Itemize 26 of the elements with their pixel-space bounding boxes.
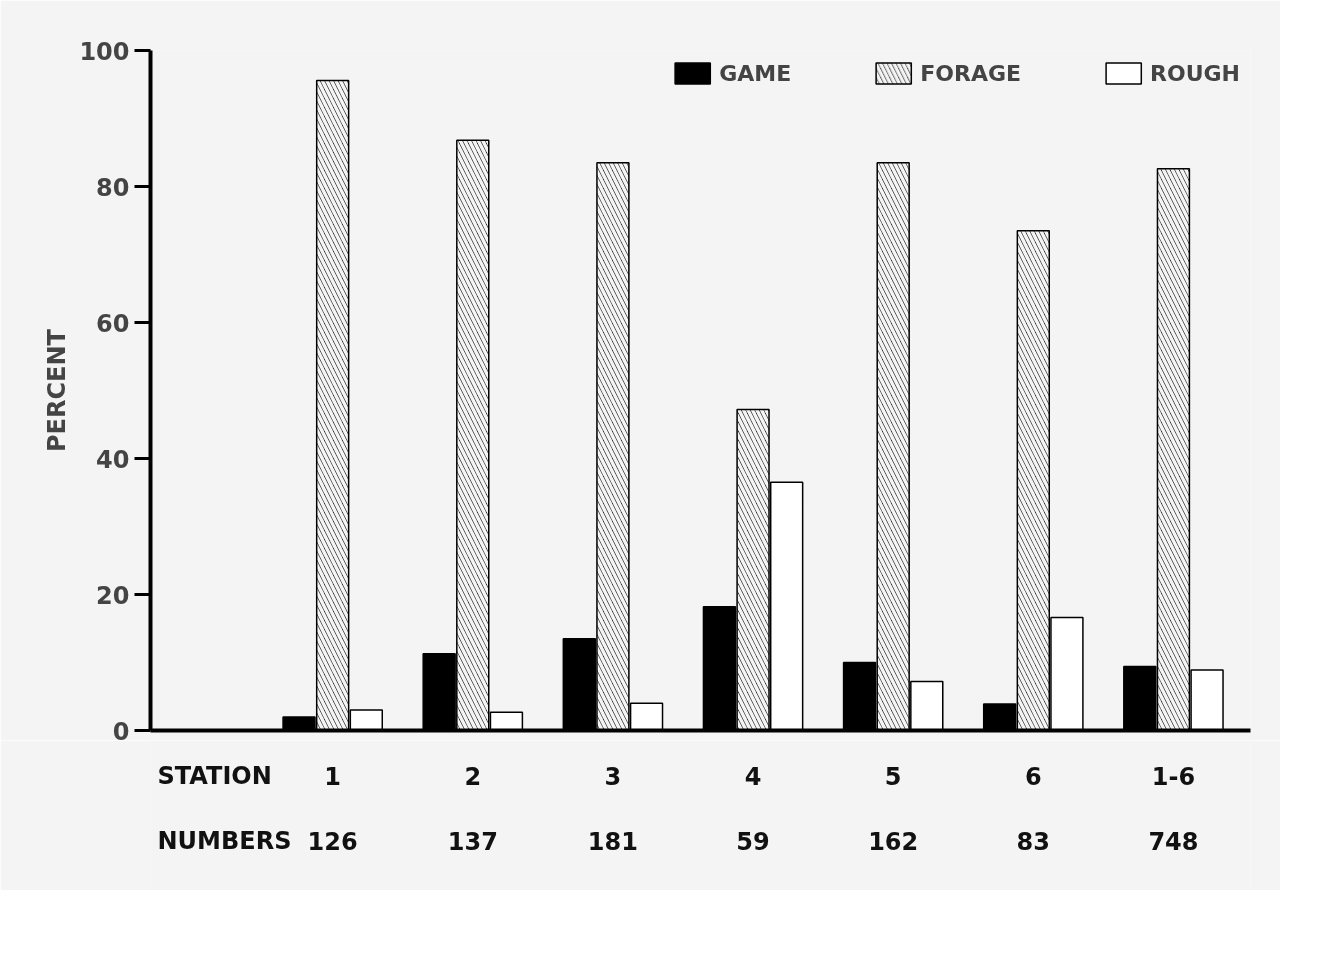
- x-tick-label: 2: [464, 762, 482, 791]
- text: 126: [307, 827, 358, 856]
- text: 83: [1016, 827, 1051, 856]
- y-axis-title: PERCENT: [43, 328, 72, 452]
- y-tick-label: 0: [112, 717, 130, 746]
- text: 748: [1148, 827, 1199, 856]
- legend-label: GAME: [719, 60, 792, 86]
- y-tick-label: 40: [96, 445, 130, 474]
- text: 162: [868, 827, 919, 856]
- y-tick-label: 100: [79, 37, 130, 66]
- x-tick-label: 4: [744, 762, 762, 791]
- x-tick-label: 1-6: [1151, 762, 1196, 791]
- x-tick-label: 6: [1024, 762, 1042, 791]
- legend-label: ROUGH: [1150, 60, 1240, 86]
- text: 59: [736, 827, 770, 856]
- x-tick-label: 5: [884, 762, 902, 791]
- text: 181: [587, 827, 638, 856]
- x-tick-label: 3: [604, 762, 622, 791]
- text: 137: [447, 827, 498, 856]
- text: NUMBERS: [157, 826, 292, 855]
- y-tick-label: 60: [96, 309, 130, 338]
- y-tick-label: 20: [96, 581, 130, 610]
- x-tick-label: 1: [324, 762, 342, 791]
- x-axis-title: STATION: [157, 761, 272, 790]
- legend-label: FORAGE: [920, 60, 1022, 86]
- y-tick-label: 80: [96, 173, 130, 202]
